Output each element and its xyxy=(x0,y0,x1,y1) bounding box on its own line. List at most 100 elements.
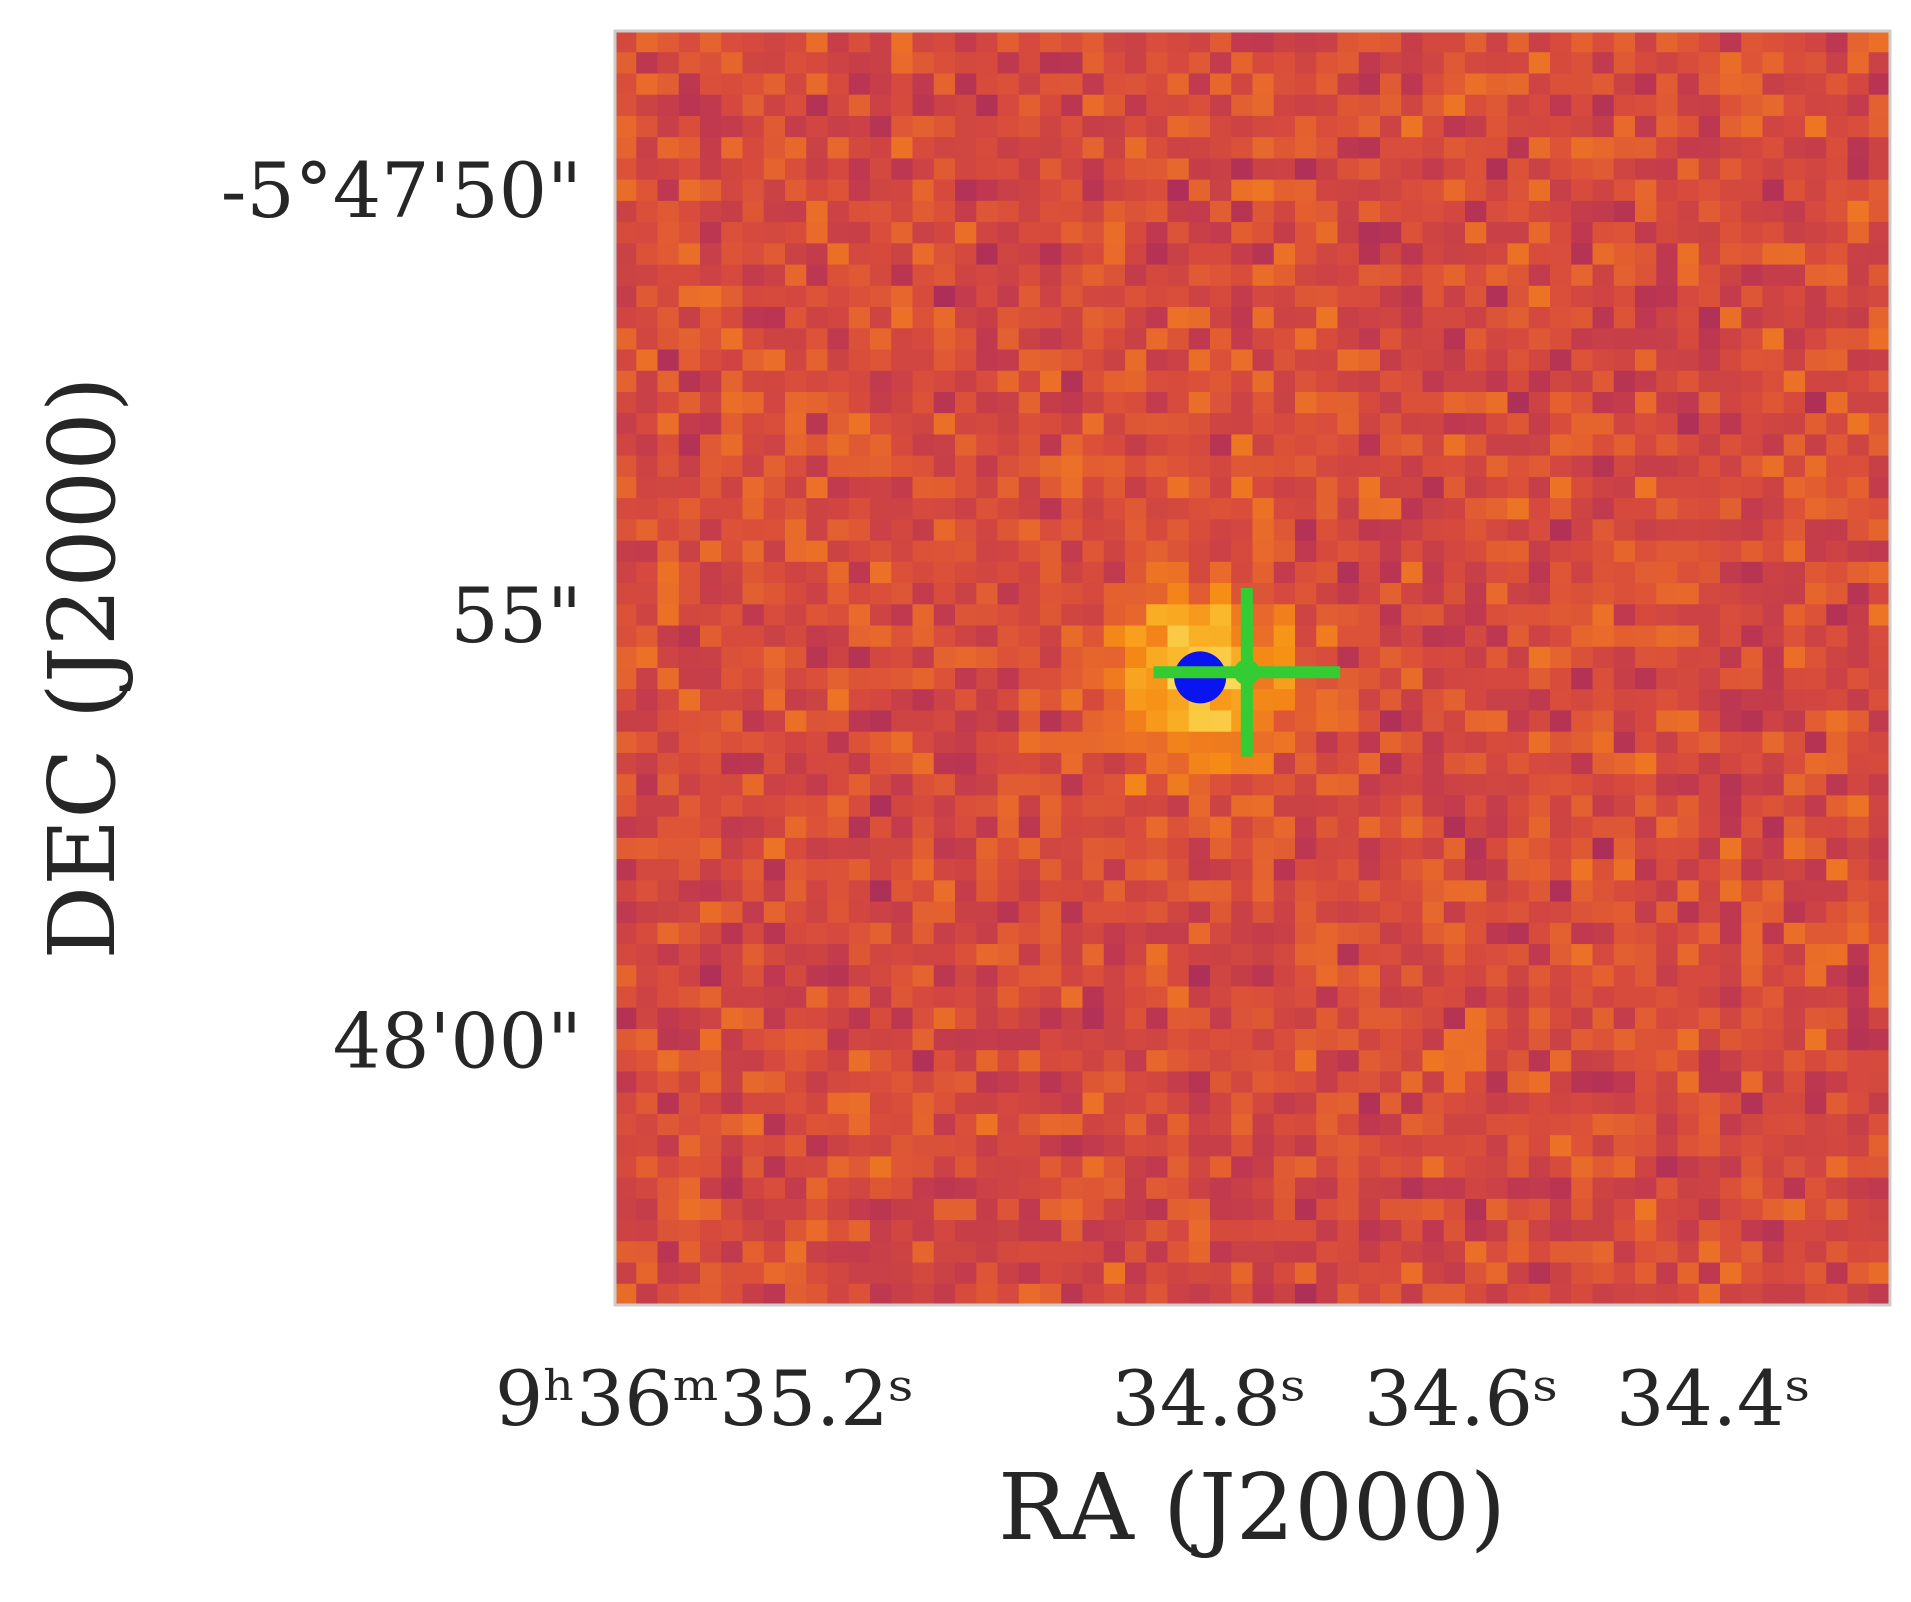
pixel xyxy=(870,752,892,775)
pixel xyxy=(1210,328,1232,351)
pixel xyxy=(1125,94,1147,117)
pixel xyxy=(1592,604,1615,627)
pixel xyxy=(848,1283,871,1306)
pixel xyxy=(806,859,829,881)
pixel xyxy=(1656,561,1679,584)
pixel xyxy=(1741,307,1764,329)
pixel xyxy=(1635,1007,1657,1030)
pixel xyxy=(1486,965,1509,988)
pixel xyxy=(1465,986,1487,1009)
y-tick-label: 48'00" xyxy=(333,996,582,1085)
pixel xyxy=(1571,222,1594,244)
pixel xyxy=(976,561,999,584)
pixel xyxy=(1380,200,1402,223)
pixel xyxy=(891,944,914,966)
pixel xyxy=(1762,646,1785,669)
pixel xyxy=(955,349,977,372)
pixel xyxy=(1698,540,1721,563)
pixel xyxy=(785,752,807,775)
pixel xyxy=(1677,752,1700,775)
pixel xyxy=(1316,752,1339,775)
pixel xyxy=(1698,1092,1721,1115)
pixel xyxy=(1783,604,1806,627)
pixel xyxy=(636,413,659,436)
pixel xyxy=(1507,31,1530,53)
pixel xyxy=(657,922,680,945)
pixel xyxy=(1592,710,1615,733)
pixel xyxy=(1401,370,1424,393)
pixel xyxy=(1061,31,1084,53)
pixel xyxy=(1337,561,1360,584)
pixel xyxy=(955,1283,977,1306)
pixel xyxy=(763,1092,786,1115)
pixel xyxy=(742,1028,765,1051)
pixel xyxy=(1401,243,1424,266)
pixel xyxy=(1125,561,1147,584)
pixel xyxy=(1571,901,1594,924)
pixel xyxy=(827,986,850,1009)
pixel xyxy=(1146,752,1169,775)
pixel xyxy=(1826,922,1849,945)
pixel xyxy=(1550,1050,1572,1073)
pixel xyxy=(785,1156,807,1179)
pixel xyxy=(1188,1092,1211,1115)
pixel xyxy=(1741,625,1764,648)
pixel xyxy=(891,1283,914,1306)
pixel xyxy=(1847,668,1870,690)
pixel xyxy=(785,583,807,605)
pixel xyxy=(721,264,744,287)
pixel xyxy=(1018,561,1041,584)
pixel xyxy=(1380,1198,1402,1221)
pixel xyxy=(1528,434,1551,457)
pixel xyxy=(1210,1007,1232,1030)
pixel xyxy=(785,1092,807,1115)
pixel xyxy=(657,73,680,96)
pixel xyxy=(848,52,871,75)
pixel xyxy=(1061,668,1084,690)
pixel xyxy=(742,731,765,754)
pixel xyxy=(806,922,829,945)
pixel xyxy=(1401,944,1424,966)
pixel xyxy=(1550,519,1572,542)
pixel xyxy=(1018,944,1041,966)
pixel xyxy=(870,349,892,372)
pixel xyxy=(1125,200,1147,223)
pixel xyxy=(1613,391,1636,414)
pixel xyxy=(1380,1241,1402,1264)
pixel xyxy=(742,370,765,393)
pixel xyxy=(1188,1071,1211,1094)
pixel xyxy=(678,561,701,584)
pixel xyxy=(700,73,722,96)
pixel xyxy=(870,1007,892,1030)
pixel xyxy=(1528,752,1551,775)
pixel xyxy=(1018,476,1041,499)
pixel xyxy=(1103,73,1126,96)
pixel xyxy=(1380,880,1402,903)
pixel xyxy=(1783,731,1806,754)
pixel xyxy=(1316,646,1339,669)
pixel xyxy=(1210,1113,1232,1136)
pixel xyxy=(742,137,765,159)
pixel xyxy=(1571,349,1594,372)
pixel xyxy=(1847,307,1870,329)
pixel xyxy=(1082,540,1105,563)
pixel xyxy=(1316,986,1339,1009)
pixel xyxy=(1231,880,1254,903)
pixel xyxy=(1188,604,1211,627)
pixel xyxy=(1103,795,1126,818)
pixel xyxy=(1741,222,1764,244)
pixel xyxy=(1018,413,1041,436)
pixel xyxy=(933,1007,956,1030)
pixel xyxy=(1252,625,1275,648)
pixel xyxy=(1443,73,1466,96)
pixel xyxy=(1465,137,1487,159)
pixel xyxy=(1125,455,1147,478)
pixel xyxy=(1358,1007,1381,1030)
pixel xyxy=(1380,31,1402,53)
pixel xyxy=(742,986,765,1009)
pixel xyxy=(1252,264,1275,287)
pixel xyxy=(1061,774,1084,796)
pixel xyxy=(1358,1262,1381,1285)
pixel xyxy=(721,455,744,478)
pixel xyxy=(1125,222,1147,244)
